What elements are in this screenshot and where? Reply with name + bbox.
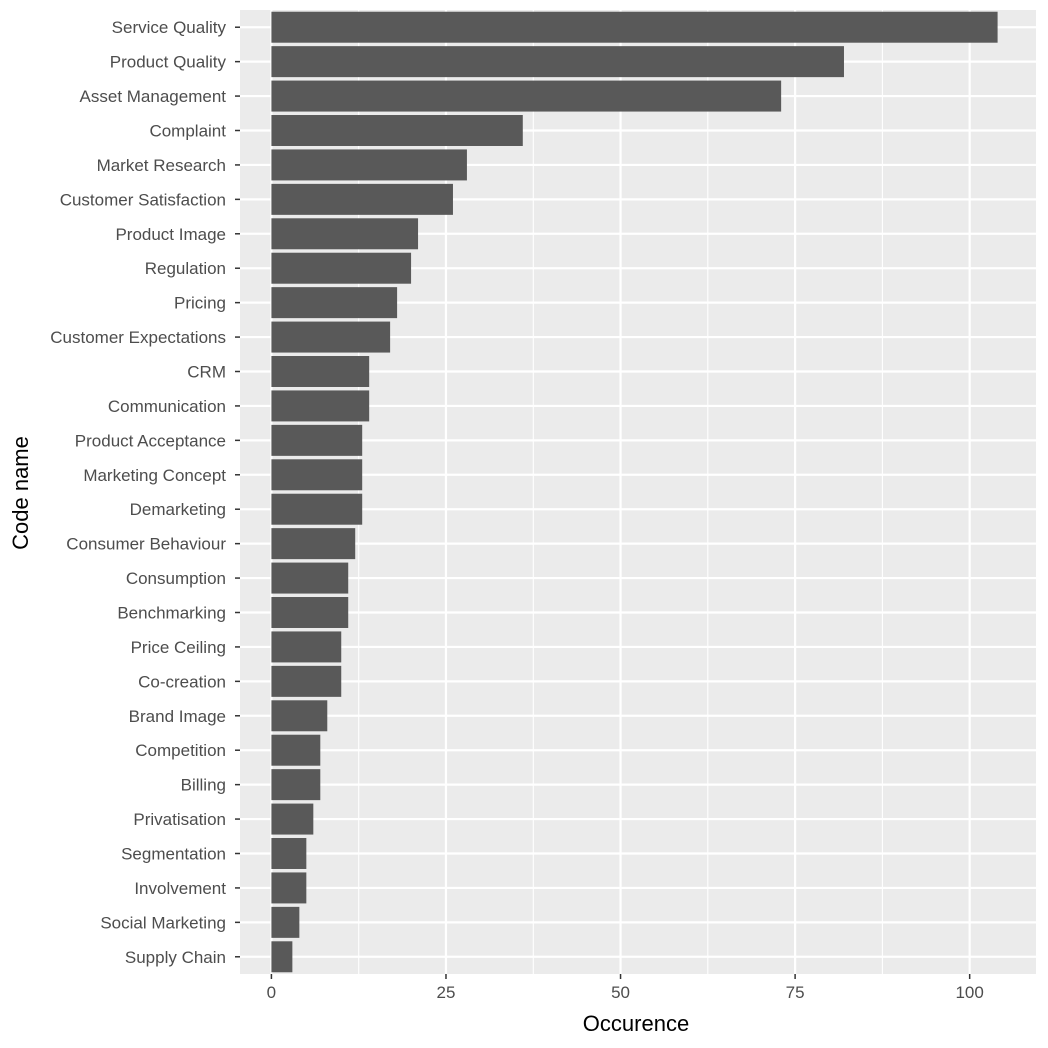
y-tick-label: Service Quality [112, 18, 227, 37]
y-tick-label: Supply Chain [125, 948, 226, 967]
bar [271, 183, 453, 215]
y-tick-label: Consumer Behaviour [66, 535, 226, 554]
y-tick-label: CRM [187, 363, 226, 382]
bar [271, 941, 293, 973]
y-axis-title: Code name [8, 436, 33, 550]
x-tick-label: 0 [267, 983, 276, 1002]
x-axis-title: Occurence [583, 1011, 689, 1036]
y-tick-label: Product Image [115, 225, 226, 244]
y-tick-label: Product Acceptance [75, 431, 226, 450]
bar [271, 287, 398, 319]
bar [271, 631, 342, 663]
y-tick-label: Price Ceiling [131, 638, 226, 657]
bar [271, 390, 370, 422]
bar [271, 838, 307, 869]
bar [271, 906, 300, 938]
bar [271, 700, 328, 732]
y-tick-label: Social Marketing [100, 913, 226, 932]
y-tick-label: Asset Management [80, 87, 227, 106]
x-tick-label: 25 [437, 983, 456, 1002]
y-tick-label: Involvement [134, 879, 226, 898]
bar [271, 528, 356, 560]
bar [271, 46, 844, 78]
bar [271, 11, 998, 43]
y-tick-label: Product Quality [110, 53, 227, 72]
bar [271, 493, 363, 525]
bar [271, 252, 412, 284]
y-tick-label: Pricing [174, 294, 226, 313]
bar [271, 80, 782, 112]
bar [271, 665, 342, 697]
bar [271, 562, 349, 594]
bar [271, 424, 363, 456]
y-tick-label: Communication [108, 397, 226, 416]
bar [271, 321, 391, 353]
bar [271, 115, 523, 146]
y-tick-label: Regulation [145, 259, 226, 278]
x-axis: 0 25 50 75 100 [267, 974, 984, 1002]
bar [271, 597, 349, 628]
bar [271, 149, 467, 181]
bar [271, 459, 363, 491]
x-tick-label: 100 [955, 983, 983, 1002]
y-tick-label: Marketing Concept [83, 466, 226, 485]
y-tick-label: Brand Image [129, 707, 226, 726]
y-tick-label: Segmentation [121, 845, 226, 864]
y-tick-label: Billing [181, 776, 226, 795]
bar [271, 803, 314, 835]
y-tick-label: Consumption [126, 569, 226, 588]
y-tick-label: Benchmarking [117, 604, 226, 623]
bar [271, 769, 321, 801]
x-tick-label: 75 [786, 983, 805, 1002]
y-tick-label: Customer Expectations [50, 328, 226, 347]
bar [271, 218, 419, 250]
y-tick-label: Demarketing [130, 500, 226, 519]
bars [271, 11, 998, 973]
y-tick-label: Competition [135, 741, 226, 760]
bar [271, 734, 321, 766]
y-tick-label: Complaint [149, 122, 226, 141]
y-tick-label: Customer Satisfaction [60, 190, 226, 209]
y-tick-label: Privatisation [133, 810, 226, 829]
y-tick-label: Co-creation [138, 672, 226, 691]
x-tick-label: 50 [611, 983, 630, 1002]
y-tick-label: Market Research [97, 156, 226, 175]
bar [271, 356, 370, 387]
y-axis: Service Quality Product Quality Asset Mana… [50, 18, 240, 967]
bar [271, 872, 307, 904]
